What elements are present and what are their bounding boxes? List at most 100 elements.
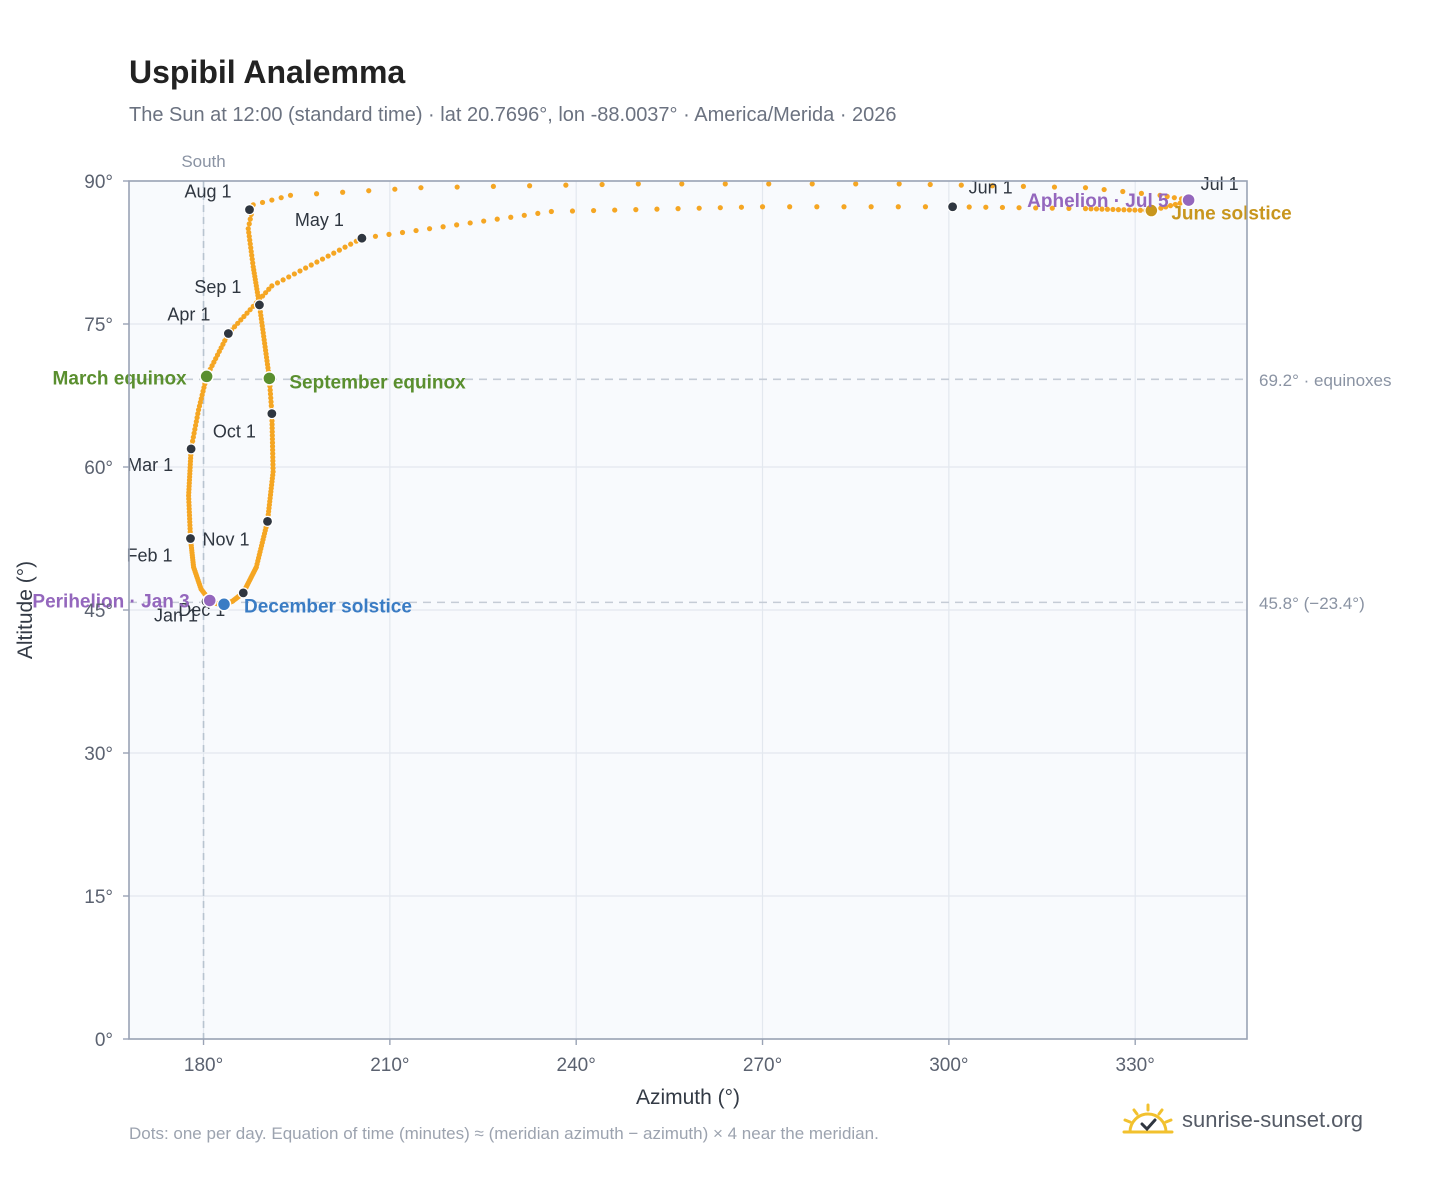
day-dot (270, 461, 276, 468)
day-dot (270, 447, 276, 453)
day-dot (1049, 205, 1055, 211)
day-dot (245, 226, 251, 232)
day-dot (331, 250, 337, 256)
day-dot (426, 226, 433, 232)
day-dot (269, 429, 275, 435)
day-dot (314, 259, 320, 265)
month-marker (237, 587, 249, 599)
day-dot (1082, 185, 1089, 191)
day-dot (494, 216, 500, 222)
day-dot (535, 210, 541, 217)
day-dot (278, 195, 284, 201)
day-dot (1171, 195, 1177, 201)
month-label: Oct 1 (213, 422, 256, 442)
month-label: May 1 (295, 210, 344, 230)
month-marker (356, 232, 368, 244)
day-dot (679, 181, 685, 187)
day-dot (635, 181, 641, 187)
event-marker (202, 593, 217, 608)
day-dot (809, 181, 815, 187)
day-dot (490, 183, 496, 189)
event-label: June solstice (1171, 204, 1291, 225)
day-dot (248, 248, 254, 255)
month-marker (266, 408, 278, 420)
day-dot (1121, 207, 1127, 213)
day-dot (269, 432, 275, 439)
day-dot (633, 207, 639, 213)
day-dot (989, 183, 995, 189)
day-dot (1172, 201, 1178, 208)
day-dot (291, 271, 297, 277)
day-dot (248, 245, 254, 251)
brand[interactable]: sunrise-sunset.org (1122, 1102, 1363, 1138)
day-dot (259, 199, 266, 206)
day-dot (286, 274, 292, 280)
x-tick-label: 240° (557, 1055, 596, 1076)
day-dot (268, 403, 274, 409)
chart-title: Uspibil Analemma (129, 54, 406, 90)
month-marker (243, 204, 256, 216)
day-dot (418, 185, 424, 191)
day-dot (508, 214, 514, 220)
y-axis-ticks: 0° 15° 30° 45° 60° 75° 90° (84, 172, 129, 1051)
month-label: Nov 1 (202, 529, 249, 549)
day-dot (190, 438, 196, 444)
equinox-altitude-label: 69.2° · equinoxes (1259, 371, 1392, 390)
y-tick-label: 15° (84, 887, 113, 908)
y-tick-label: 45° (84, 601, 113, 622)
day-dot (1120, 188, 1126, 195)
day-dot (238, 317, 244, 323)
event-label: Aphelion · Jul 5 (1027, 191, 1169, 212)
day-dot (1033, 205, 1039, 211)
day-dot (269, 283, 275, 289)
day-dot (1167, 203, 1174, 209)
day-dot (599, 181, 605, 188)
day-dot (193, 418, 199, 425)
event-markers: March equinox September equinox June solst… (32, 191, 1291, 617)
day-dot (336, 247, 342, 253)
day-dot (348, 241, 354, 247)
event-label: March equinox (53, 368, 188, 389)
day-dot (246, 229, 252, 236)
day-dot (1088, 206, 1094, 212)
day-dot (366, 188, 372, 194)
day-dot (1137, 207, 1143, 213)
day-dot (1126, 207, 1132, 213)
day-dot (269, 197, 275, 203)
chart-subtitle: The Sun at 12:00 (standard time) · lat 2… (129, 104, 897, 126)
day-dot (1020, 183, 1026, 189)
day-dot (268, 399, 274, 405)
footer-note: Dots: one per day. Equation of time (min… (129, 1124, 879, 1143)
day-dot (194, 415, 200, 421)
day-dot (308, 262, 314, 268)
day-dot (722, 181, 728, 187)
day-dot (548, 208, 554, 215)
month-label: Mar 1 (127, 455, 173, 475)
day-dot (259, 293, 266, 299)
day-dot (195, 411, 201, 417)
day-dot (269, 440, 276, 446)
month-marker (946, 201, 959, 213)
day-dot (1157, 192, 1163, 198)
day-dot (922, 204, 929, 210)
meridian-label: South (181, 152, 225, 171)
day-dot (983, 204, 989, 210)
day-dot (249, 256, 255, 262)
day-dot (192, 422, 199, 429)
day-dot (247, 216, 253, 222)
day-dot (247, 237, 253, 243)
day-dot (269, 443, 276, 449)
day-dot (841, 204, 847, 210)
day-dot (269, 436, 275, 442)
x-axis-ticks: 180° 210° 240° 270° 300° 330° (184, 1039, 1155, 1076)
brand-name: sunrise-sunset.org (1182, 1107, 1363, 1132)
day-dot (1093, 206, 1100, 212)
day-dot (1164, 193, 1170, 200)
day-dot (267, 391, 274, 397)
day-dot (340, 189, 346, 195)
day-dot (250, 260, 256, 266)
day-dot (1082, 206, 1089, 212)
day-dot (297, 268, 303, 274)
day-dot (999, 204, 1006, 211)
x-tick-label: 180° (184, 1055, 223, 1076)
